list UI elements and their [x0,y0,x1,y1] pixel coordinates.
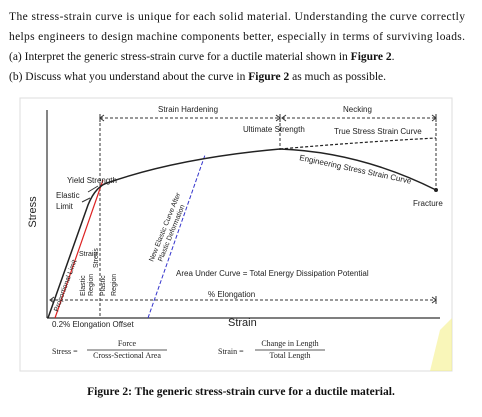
arrow-heads [49,296,437,304]
label: Strain [79,251,97,258]
new-elastic-line [147,154,206,319]
figure-frame [19,97,453,372]
label: % Elongation [208,290,255,299]
label: Region [88,274,95,296]
caption: Figure 2: The generic stress-strain curv… [87,386,395,398]
label: True Stress Strain Curve [334,127,422,136]
formula: Stress = [52,347,78,356]
formula: Total Length [270,351,311,360]
fracture-point [434,188,438,192]
axis-label: Stress [27,196,39,228]
question: (b) Discuss what you understand about th… [9,71,386,83]
formula: Force [118,339,137,348]
label: Area Under Curve = Total Energy Dissipat… [176,269,369,278]
formula: Strain = [218,347,244,356]
label: Plastic [100,275,107,296]
pointer [81,185,99,203]
decoration [430,318,452,371]
question: (a) Interpret the generic stress-strain … [9,51,395,63]
label: Fracture [413,199,443,208]
label: 0.2% Elongation Offset [52,320,134,329]
paragraph-line: helps engineers to design machine compon… [9,31,465,43]
label: Elastic [56,191,80,200]
label: Ultimate Strength [243,125,305,134]
offset-line [54,179,104,319]
label: Yield Strength [67,176,117,185]
paragraph-line: The stress-strain curve is unique for ea… [9,11,465,23]
label: Necking [343,105,372,114]
axis-label: Strain [228,317,257,329]
engineering-curve [47,148,437,319]
formula: Cross-Sectional Area [93,351,161,360]
label: Limit [56,202,74,211]
label: Strain Hardening [158,105,218,114]
formula: Change in Length [261,339,318,348]
label: Stress [93,248,100,268]
label: Elastic [80,275,87,296]
figure: Strain Hardening Necking Ultimate Streng… [19,97,453,372]
label: Region [111,274,118,296]
